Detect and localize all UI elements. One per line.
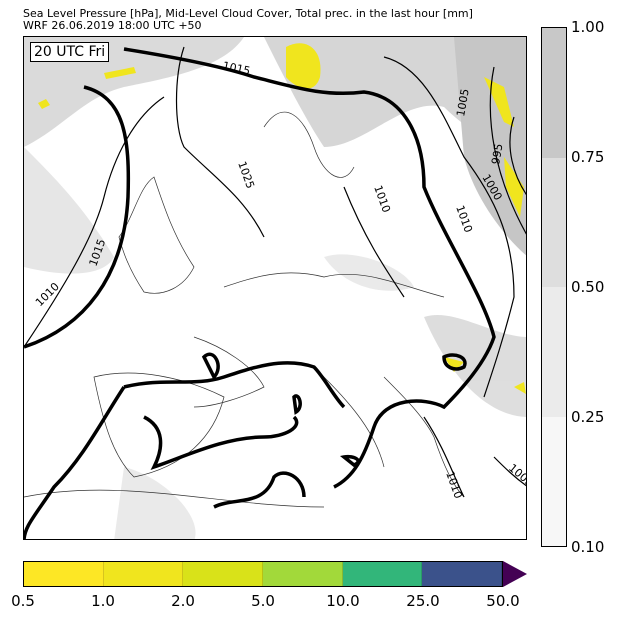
colorbar-segment <box>342 562 423 586</box>
colorbar-segment <box>542 157 566 287</box>
colorbar-segment <box>183 562 264 586</box>
colorbar-segment <box>103 562 184 586</box>
precip-patch <box>514 382 526 394</box>
precip-patch <box>104 67 136 79</box>
chart-title: Sea Level Pressure [hPa], Mid-Level Clou… <box>23 7 473 20</box>
colorbar-extend-arrow <box>503 561 527 587</box>
colorbar-tick: 2.0 <box>171 592 195 610</box>
isobar-label: 1010 <box>453 204 475 235</box>
colorbar-tick: 0.10 <box>571 538 605 556</box>
colorbar-tick: 0.25 <box>571 408 605 426</box>
coastlines <box>24 112 465 508</box>
colorbar-tick: 1.0 <box>91 592 115 610</box>
weather-map: 1015 1025 1010 1015 1010 1005 995 1000 1… <box>23 36 527 540</box>
isobar-label: 1010 <box>371 184 393 215</box>
cloud-cover-colorbar <box>541 27 567 547</box>
precip-patch <box>444 357 464 372</box>
colorbar-segment <box>542 416 566 546</box>
precip-colorbar <box>23 561 503 587</box>
colorbar-segment <box>542 287 566 417</box>
colorbar-tick: 1.00 <box>571 18 605 36</box>
colorbar-tick: 0.5 <box>11 592 35 610</box>
precipitation <box>38 43 526 394</box>
precip-patch <box>38 99 50 109</box>
precip-patch <box>504 157 524 217</box>
isobars-1015 <box>24 47 496 539</box>
isobar-label: 1025 <box>235 160 257 191</box>
isobar-label: 995 <box>489 143 505 166</box>
colorbar-segment <box>422 562 503 586</box>
valid-time-label: 20 UTC Fri <box>30 42 110 62</box>
isobar-label: 1010 <box>443 470 465 501</box>
isobar-label: 1005 <box>454 88 472 118</box>
isobar-label: 1005 <box>506 461 527 489</box>
precip-patch <box>484 77 514 127</box>
isobar-label: 1015 <box>221 59 251 78</box>
colorbar-tick: 25.0 <box>406 592 440 610</box>
chart-subtitle: WRF 26.06.2019 18:00 UTC +50 <box>23 19 202 32</box>
colorbar-tick: 5.0 <box>251 592 275 610</box>
colorbar-tick: 0.50 <box>571 278 605 296</box>
colorbar-tick: 10.0 <box>326 592 360 610</box>
cloud-cover <box>24 37 526 539</box>
colorbar-segment <box>542 28 566 158</box>
isobars <box>24 46 526 498</box>
colorbar-segment <box>24 562 104 586</box>
colorbar-tick: 0.75 <box>571 148 605 166</box>
colorbar-segment <box>263 562 343 586</box>
precip-patch <box>286 43 321 89</box>
colorbar-tick: 50.0 <box>486 592 520 610</box>
